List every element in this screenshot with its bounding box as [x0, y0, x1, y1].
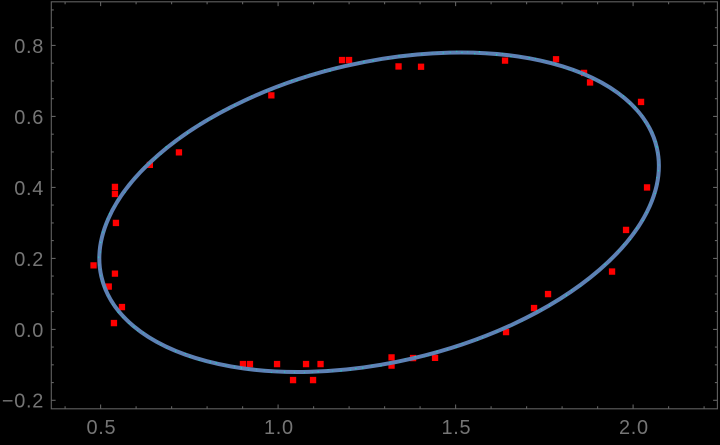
- svg-text:2.0: 2.0: [619, 417, 649, 439]
- svg-text:0.6: 0.6: [14, 107, 44, 129]
- svg-text:0.8: 0.8: [14, 36, 44, 58]
- svg-text:0.5: 0.5: [87, 417, 117, 439]
- svg-text:1.5: 1.5: [442, 417, 472, 439]
- svg-text:0.0: 0.0: [14, 320, 44, 342]
- svg-text:0.2: 0.2: [14, 249, 44, 271]
- svg-text:1.0: 1.0: [264, 417, 294, 439]
- svg-text:−0.2: −0.2: [2, 391, 44, 413]
- svg-text:0.4: 0.4: [14, 178, 44, 200]
